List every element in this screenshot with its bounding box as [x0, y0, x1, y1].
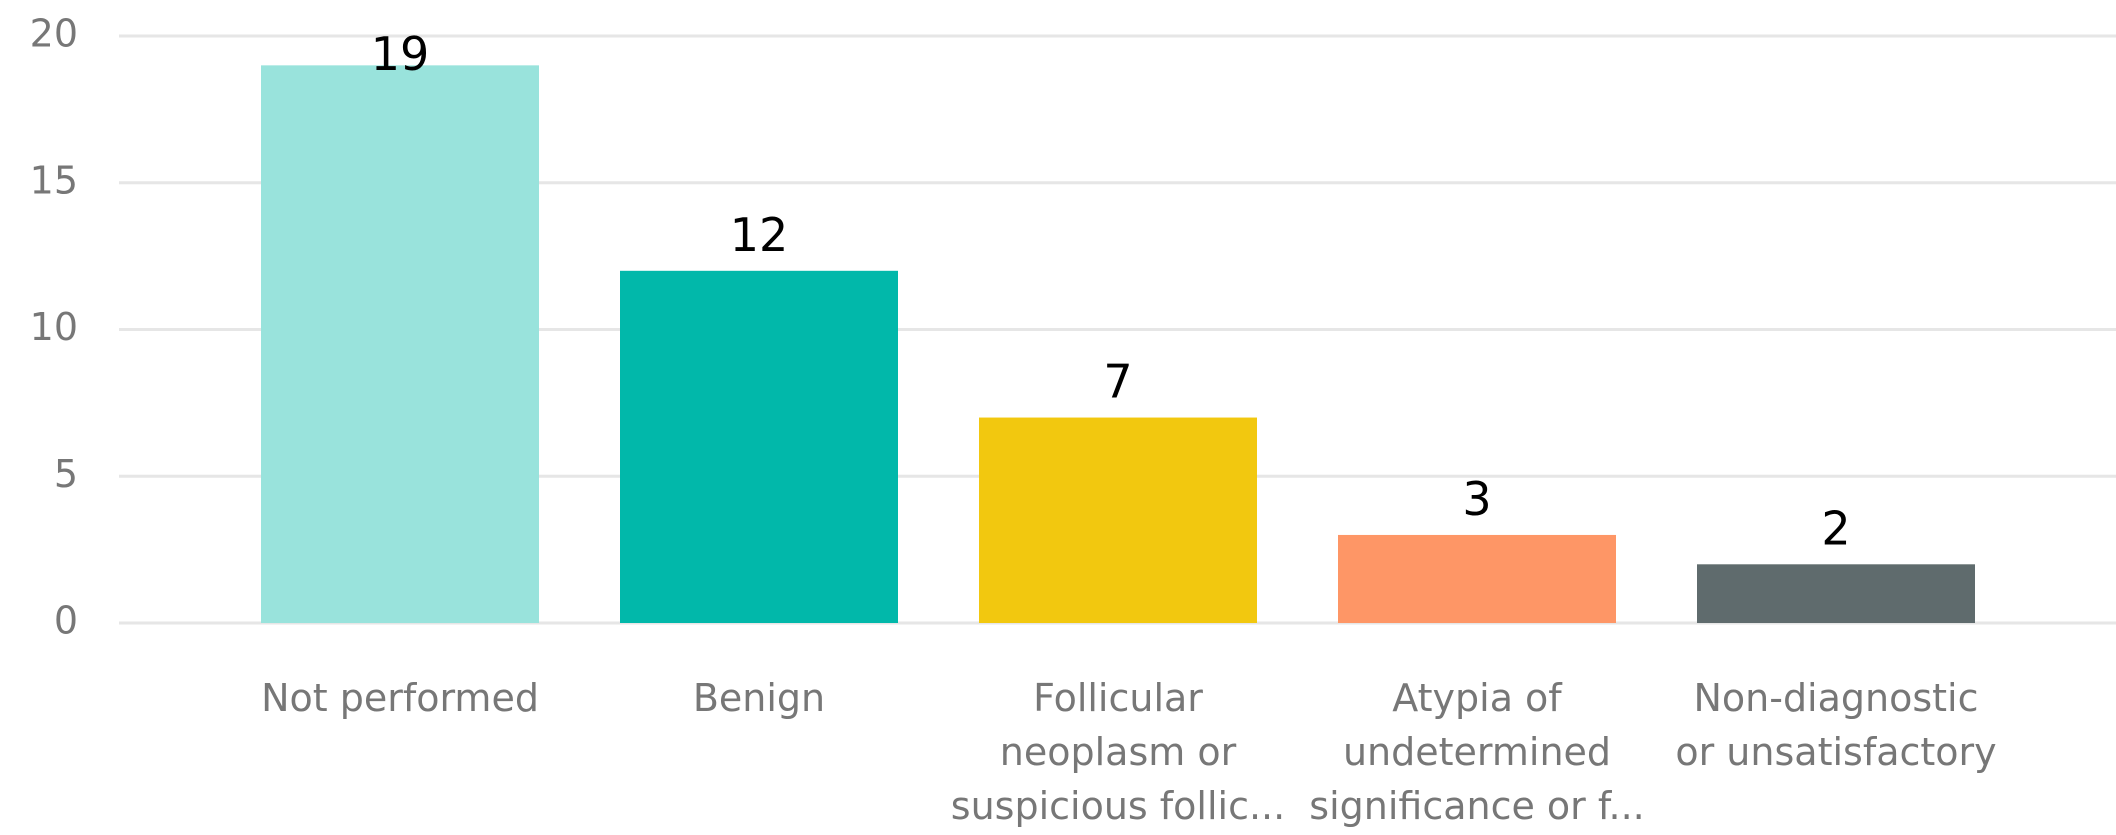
bar [620, 270, 898, 623]
y-tick-label: 5 [54, 452, 78, 496]
data-label: 7 [1103, 355, 1132, 409]
data-label: 19 [371, 27, 430, 81]
y-tick-label: 15 [30, 158, 78, 202]
x-tick-label: Not performed [261, 676, 539, 720]
bar [1338, 534, 1616, 623]
x-tick-label: Non-diagnostic or unsatisfactory [1675, 676, 1996, 774]
bar [1697, 564, 1975, 623]
x-tick-label: Atypia of undetermined significance or f..… [1309, 676, 1644, 828]
y-tick-label: 10 [30, 305, 78, 349]
bar [979, 417, 1257, 623]
data-label: 2 [1821, 501, 1850, 555]
y-tick-label: 0 [54, 599, 78, 643]
data-label: 12 [730, 208, 789, 262]
x-tick-label: Benign [693, 676, 825, 720]
x-tick-label: Follicular neoplasm or suspicious follic..… [951, 676, 1285, 828]
bar [261, 65, 539, 624]
y-tick-label: 20 [30, 12, 78, 56]
data-label: 3 [1462, 472, 1491, 526]
